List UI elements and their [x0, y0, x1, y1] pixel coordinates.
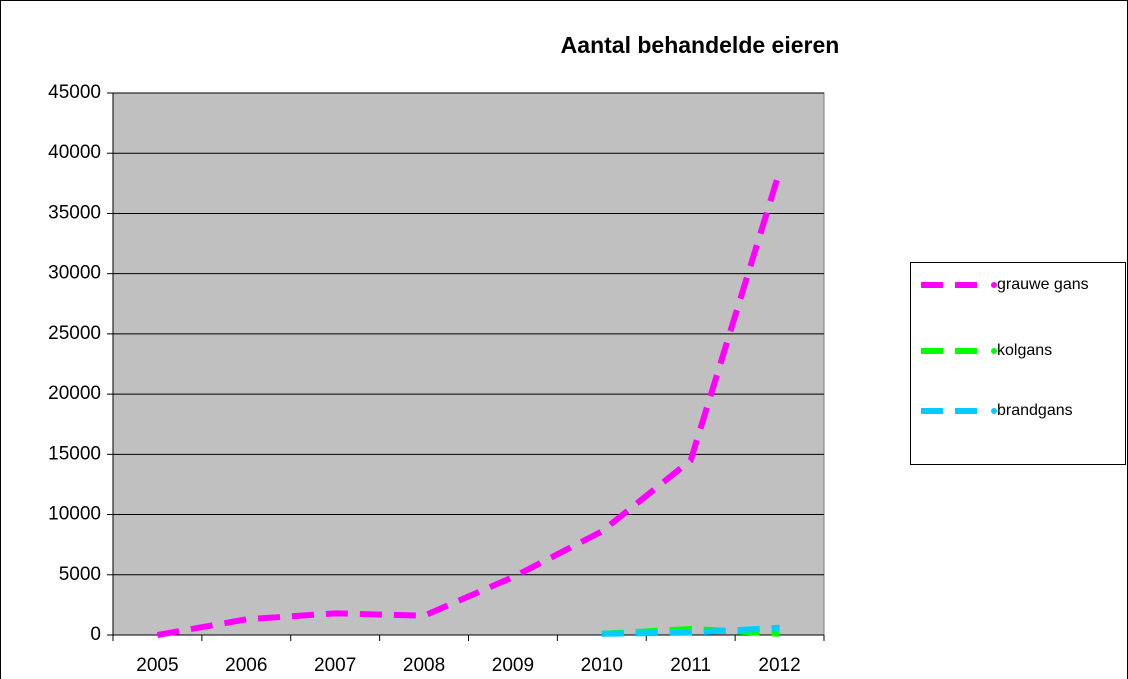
y-tick-label: 30000	[48, 263, 101, 284]
legend-marker	[991, 348, 997, 354]
legend-label: grauwe gans	[997, 276, 1089, 293]
x-tick-label: 2011	[670, 655, 711, 676]
legend-marker	[991, 282, 997, 288]
legend-label: brandgans	[997, 402, 1073, 419]
legend-swatch	[921, 282, 997, 288]
plot-area	[112, 92, 825, 636]
series-line	[156, 170, 783, 638]
y-tick-label: 20000	[48, 383, 101, 404]
y-tick-label: 10000	[48, 504, 101, 525]
y-tick-label: 25000	[48, 323, 101, 344]
y-tick-label: 15000	[48, 443, 101, 464]
legend-item: kolgans	[919, 341, 1107, 361]
x-tick-label: 2010	[581, 655, 623, 676]
x-tick-label: 2007	[314, 655, 356, 676]
series-line	[601, 624, 780, 637]
legend: grauwe gans kolgans brandgans	[910, 262, 1126, 465]
x-tick-label: 2009	[492, 655, 534, 676]
legend-item: grauwe gans	[919, 275, 1107, 295]
x-tick-label: 2012	[758, 655, 800, 676]
legend-swatch	[921, 408, 997, 414]
y-tick-label: 0	[90, 624, 101, 645]
legend-item: brandgans	[919, 401, 1107, 421]
x-tick-label: 2008	[403, 655, 445, 676]
y-tick-label: 35000	[48, 202, 101, 223]
y-tick-label: 5000	[59, 564, 101, 585]
legend-marker	[991, 408, 997, 414]
chart-title: Aantal behandelde eieren	[561, 32, 840, 58]
legend-swatch	[921, 348, 997, 354]
x-tick-label: 2005	[136, 655, 178, 676]
y-tick-label: 45000	[48, 82, 101, 103]
legend-label: kolgans	[997, 342, 1053, 359]
x-tick-label: 2006	[225, 655, 267, 676]
y-tick-label: 40000	[48, 142, 101, 163]
